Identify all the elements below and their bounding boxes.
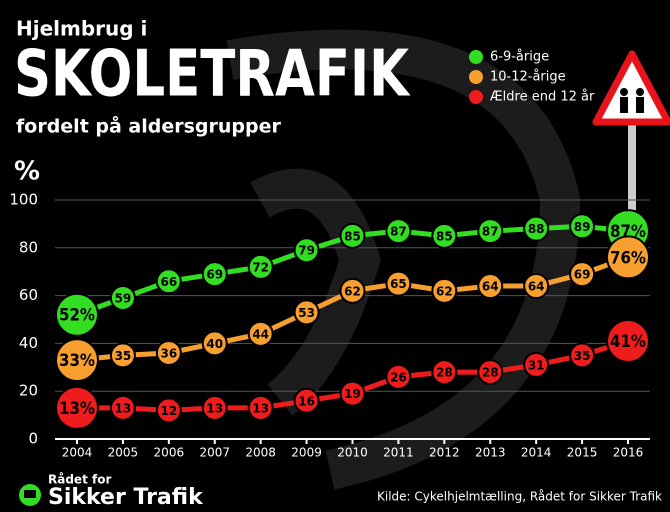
data-label: 88 — [528, 222, 545, 236]
subtitle: fordelt på aldersgrupper — [16, 114, 282, 138]
data-label: 62 — [436, 284, 453, 298]
y-tick-label: 20 — [19, 382, 38, 400]
source: Kilde: Cykelhjelmtælling, Rådet for Sikk… — [377, 490, 662, 504]
legend-label: Ældre end 12 år — [490, 90, 595, 105]
y-tick-label: 60 — [19, 286, 38, 304]
x-tick-label: 2006 — [154, 446, 185, 460]
x-tick-label: 2007 — [199, 446, 230, 460]
data-label: 35 — [574, 349, 591, 363]
data-label: 19 — [344, 387, 361, 401]
data-label: 28 — [482, 366, 499, 380]
x-tick-label: 2015 — [567, 446, 598, 460]
data-label: 76% — [610, 248, 646, 268]
data-label: 33% — [59, 351, 95, 371]
y-tick-label: 100 — [9, 191, 38, 209]
data-label: 59 — [115, 291, 132, 305]
chart-title: SKOLETRAFIK — [14, 38, 411, 112]
x-tick-label: 2016 — [613, 446, 644, 460]
logo — [19, 484, 41, 506]
data-label: 65 — [390, 277, 407, 291]
data-label: 69 — [574, 268, 591, 282]
x-tick-label: 2013 — [475, 446, 506, 460]
data-label: 85 — [344, 229, 361, 243]
x-tick-label: 2012 — [429, 446, 460, 460]
legend-marker — [469, 90, 483, 104]
data-label: 36 — [160, 346, 177, 360]
logo-line2: Sikker Trafik — [48, 485, 204, 510]
data-label: 79 — [298, 244, 315, 258]
data-label: 31 — [528, 358, 545, 372]
x-tick-label: 2010 — [337, 446, 368, 460]
data-label: 69 — [206, 268, 223, 282]
legend-label: 6-9-årige — [490, 50, 549, 65]
x-tick-label: 2009 — [291, 446, 322, 460]
data-label: 87 — [482, 225, 499, 239]
x-tick-label: 2005 — [108, 446, 139, 460]
data-label: 52% — [59, 306, 95, 326]
data-label: 87 — [390, 225, 407, 239]
data-label: 64 — [528, 280, 545, 294]
chart: Hjelmbrug i SKOLETRAFIK fordelt på alder… — [0, 0, 670, 512]
x-tick-label: 2014 — [521, 446, 552, 460]
legend-marker — [469, 50, 483, 64]
data-label: 53 — [298, 306, 315, 320]
data-label: 89 — [574, 220, 591, 234]
y-tick-label: 0 — [28, 430, 38, 448]
y-axis-label: % — [14, 157, 40, 187]
data-label: 13 — [252, 401, 269, 415]
data-label: 13 — [115, 401, 132, 415]
data-label: 66 — [160, 275, 177, 289]
data-label: 12 — [160, 404, 177, 418]
data-label: 35 — [115, 349, 132, 363]
data-label: 40 — [206, 337, 223, 351]
data-label: 28 — [436, 366, 453, 380]
x-tick-label: 2011 — [383, 446, 414, 460]
data-label: 41% — [610, 332, 646, 352]
legend-label: 10-12-årige — [490, 70, 566, 85]
data-label: 64 — [482, 280, 499, 294]
data-label: 62 — [344, 284, 361, 298]
y-tick-label: 80 — [19, 238, 38, 256]
data-label: 72 — [252, 260, 269, 274]
x-tick-label: 2008 — [245, 446, 276, 460]
y-tick-label: 40 — [19, 334, 38, 352]
x-tick-label: 2004 — [62, 446, 93, 460]
data-label: 26 — [390, 370, 407, 384]
data-label: 85 — [436, 229, 453, 243]
legend-marker — [469, 70, 483, 84]
data-label: 13 — [206, 401, 223, 415]
data-label: 44 — [252, 327, 269, 341]
data-label: 16 — [298, 394, 315, 408]
data-label: 13% — [59, 399, 95, 419]
